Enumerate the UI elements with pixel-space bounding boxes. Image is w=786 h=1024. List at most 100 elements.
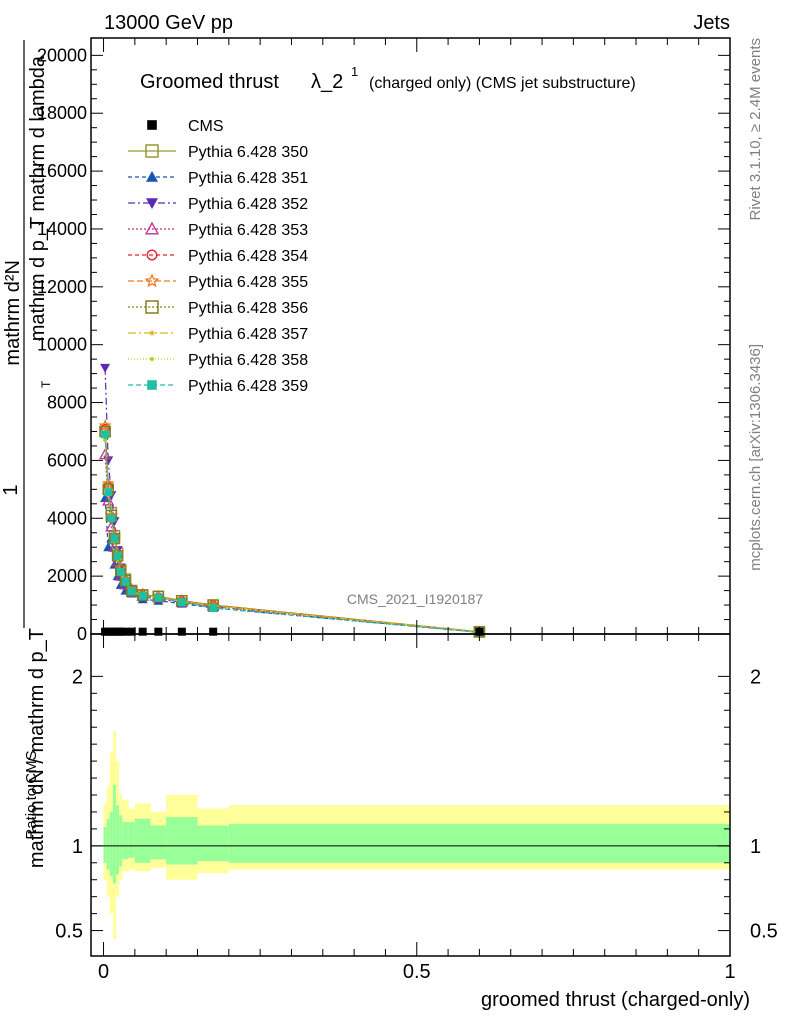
series-point	[100, 363, 111, 373]
main-plot: 0 2000 4000 6000 8000 10000 12000 14000 16000 180…	[37, 37, 731, 644]
title-superscript: 1	[351, 64, 358, 79]
series-point	[125, 584, 138, 597]
series-point	[107, 514, 116, 523]
series-point	[177, 598, 186, 607]
series-cms	[101, 627, 484, 636]
legend-entry: Pythia 6.428 359	[128, 378, 308, 395]
legend-marker	[146, 249, 158, 261]
legend-label: Pythia 6.428 358	[188, 352, 308, 369]
analysis-watermark: CMS_2021_I1920187	[347, 591, 483, 607]
series-point	[209, 603, 218, 612]
legend-label: CMS	[188, 118, 224, 135]
legend-entry: Pythia 6.428 351	[128, 170, 308, 187]
title-main: Groomed thrust	[140, 71, 279, 93]
legend-entry: Pythia 6.428 355	[128, 273, 308, 291]
cms-data-point	[127, 627, 136, 636]
x-ticks: 0 0.5 1	[98, 38, 736, 983]
main-y-ticks: 0 2000 4000 6000 8000 10000 12000 14000 16000 180…	[37, 45, 730, 644]
series-point	[119, 574, 132, 587]
legend-entry: Pythia 6.428 354	[128, 248, 308, 265]
header-category: Jets	[693, 12, 730, 34]
legend-marker	[146, 198, 158, 209]
ratio-inner-band	[116, 805, 120, 875]
ratio-y-tick-label: 2	[72, 666, 83, 688]
ratio-inner-band	[103, 827, 107, 863]
legend-marker	[150, 357, 154, 361]
main-y-tick-label: 18000	[37, 103, 87, 123]
legend-label: Pythia 6.428 350	[188, 144, 308, 161]
legend-marker	[147, 380, 157, 390]
ylabel-line-3: mathrm d p_T mathrm d lambda	[27, 55, 49, 341]
legend-label: Pythia 6.428 354	[188, 248, 308, 265]
legend: CMS Pythia 6.428 350 Pythia 6.428 351 Pythi…	[128, 118, 308, 395]
series-point	[113, 551, 122, 560]
main-y-tick-label: 20000	[37, 45, 87, 65]
main-y-tick-label: 2000	[47, 566, 87, 586]
series-point	[154, 593, 163, 602]
series-point	[98, 418, 112, 432]
series-point	[101, 430, 110, 439]
ratio-inner-band	[119, 815, 123, 867]
series-point	[138, 591, 147, 600]
series-pythia-6.428-353	[98, 448, 486, 637]
legend-entry: Pythia 6.428 353	[128, 221, 308, 239]
legend-marker	[148, 329, 156, 336]
legend-entry: Pythia 6.428 352	[128, 196, 308, 213]
x-axis-label: groomed thrust (charged-only)	[481, 989, 750, 1011]
ratio-y-tick-label-right: 2	[750, 666, 761, 688]
main-y-tick-label: 4000	[47, 508, 87, 528]
x-tick-label: 0	[98, 961, 109, 983]
cms-data-point	[209, 627, 218, 636]
ratio-inner-band	[228, 823, 730, 863]
legend-label: Pythia 6.428 353	[188, 222, 308, 239]
ylabel-one: 1	[0, 484, 22, 495]
main-y-tick-label: 12000	[37, 277, 87, 297]
ratio-y-tick-label: 0.5	[55, 921, 83, 943]
ratio-inner-band	[150, 825, 167, 860]
cms-data-point	[177, 627, 186, 636]
x-tick-label: 1	[724, 961, 735, 983]
series-point	[116, 567, 125, 576]
series-line	[104, 497, 480, 633]
legend-entry: Pythia 6.428 358	[128, 352, 308, 369]
ratio-y-label: Ratio to CMS	[23, 750, 40, 839]
ratio-plot: 0.5 0.5 1 1 2 2	[55, 633, 778, 957]
series-point	[98, 448, 112, 460]
main-y-tick-label: 0	[77, 624, 87, 644]
series-point	[127, 587, 136, 596]
legend-marker	[147, 120, 157, 130]
ratio-uncertainty-bands	[103, 730, 730, 940]
ratio-inner-band	[134, 818, 151, 863]
legend-entry: Pythia 6.428 357	[128, 326, 308, 343]
main-plot-frame	[90, 37, 731, 635]
legend-marker	[144, 221, 160, 235]
ratio-inner-band	[106, 818, 110, 870]
legend-entry: Pythia 6.428 356	[128, 300, 308, 317]
legend-entry: Pythia 6.428 350	[128, 144, 308, 161]
main-y-tick-label: 14000	[37, 219, 87, 239]
cms-data-point	[116, 627, 125, 636]
legend-label: Pythia 6.428 357	[188, 326, 308, 343]
x-tick-label: 0.5	[403, 961, 431, 983]
main-y-tick-label: 10000	[37, 335, 87, 355]
legend-label: Pythia 6.428 359	[188, 378, 308, 395]
title-small: (charged only) (CMS jet substructure)	[369, 75, 636, 92]
main-y-label: mathrm d²N 1 mathrm dN / mathrm d p_T ma…	[0, 40, 53, 868]
main-y-tick-label: 8000	[47, 393, 87, 413]
main-y-tick-label: 16000	[37, 161, 87, 181]
title-lambda: λ_2	[311, 71, 343, 93]
series-point	[111, 550, 124, 562]
series-point	[121, 577, 130, 586]
ratio-plot-frame	[90, 633, 731, 957]
ratio-y-tick-label: 1	[72, 836, 83, 858]
ratio-inner-band	[122, 822, 129, 860]
series-point	[110, 534, 119, 543]
ratio-y-ticks: 0.5 0.5 1 1 2 2	[55, 666, 778, 942]
legend-entry: CMS	[147, 118, 224, 135]
series-point	[102, 494, 115, 506]
ratio-y-tick-label-right: 1	[750, 836, 761, 858]
mcplots-label: mcplots.cern.ch [arXiv:1306.3436]	[747, 344, 764, 571]
series-point	[104, 488, 113, 497]
legend-label: Pythia 6.428 355	[188, 274, 308, 291]
plot-title: Groomed thrust λ_2 1 (charged only) (CMS…	[140, 64, 636, 93]
